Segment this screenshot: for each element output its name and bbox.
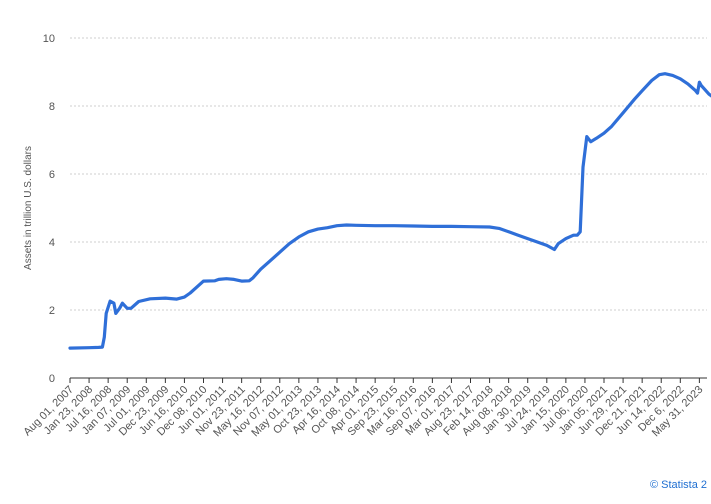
series — [68, 72, 711, 350]
y-axis-title: Assets in trillion U.S. dollars — [23, 146, 34, 270]
y-tick-label: 6 — [49, 169, 55, 181]
y-tick-label: 2 — [49, 305, 55, 317]
y-tick-label: 0 — [49, 373, 55, 385]
y-tick-label: 8 — [49, 101, 55, 113]
statista-credit[interactable]: © Statista 2 — [649, 479, 707, 491]
y-tick-label: 4 — [49, 237, 55, 249]
gridlines — [70, 37, 707, 311]
series-line — [68, 72, 711, 350]
axes — [69, 377, 707, 383]
y-tick-label: 10 — [43, 33, 55, 45]
